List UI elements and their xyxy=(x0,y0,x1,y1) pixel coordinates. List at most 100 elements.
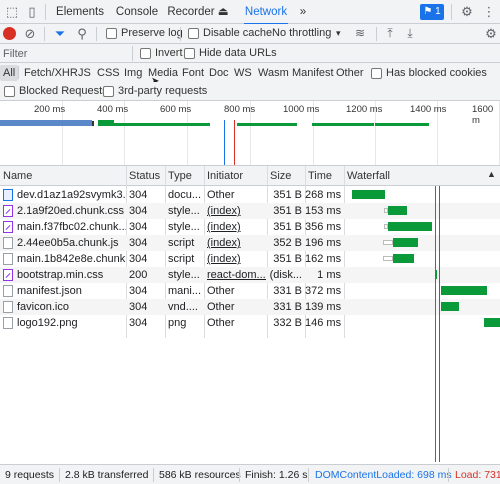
waterfall-bar[interactable] xyxy=(435,270,437,279)
type-font[interactable]: Font xyxy=(182,67,205,79)
cell-name[interactable]: 2.44ee0b5a.chunk.js xyxy=(17,237,119,249)
column-header-type[interactable]: Type xyxy=(168,170,192,182)
blocked-requests-checkbox[interactable] xyxy=(4,86,15,97)
cell-name[interactable]: bootstrap.min.css xyxy=(17,269,104,281)
table-row[interactable]: dev.d1az1a92svymk3.... 304 docu... Other 351… xyxy=(0,187,500,203)
cell-name[interactable]: logo192.png xyxy=(17,317,78,329)
record-icon[interactable] xyxy=(3,27,16,40)
cell-size: 331 B xyxy=(273,285,302,297)
cell-time: 139 ms xyxy=(305,301,342,313)
cell-time: 1 ms xyxy=(317,269,341,281)
type-img[interactable]: Img xyxy=(124,67,143,79)
column-header-status[interactable]: Status xyxy=(129,170,161,182)
column-header-name[interactable]: Name xyxy=(3,170,33,182)
type-fetch-xhr[interactable]: Fetch/XHR xyxy=(24,67,78,79)
import-har-icon[interactable]: ⤒ xyxy=(387,26,393,40)
cell-initiator[interactable]: react-dom.... xyxy=(207,269,266,281)
preserve-log-label: Preserve log xyxy=(121,27,183,39)
table-row[interactable]: logo192.png 304 png Other 332 B 146 ms xyxy=(0,315,500,331)
waterfall-bar[interactable] xyxy=(441,286,487,295)
table-row[interactable]: bootstrap.min.css 200 style... react-dom...… xyxy=(0,267,500,283)
type-other[interactable]: Other xyxy=(336,67,364,79)
type-js[interactable]: JS xyxy=(78,67,91,79)
type-ws[interactable]: WS xyxy=(234,67,252,79)
tab-elements[interactable]: Elements xyxy=(56,6,104,18)
clear-icon[interactable]: ⊘ xyxy=(24,26,36,41)
cell-name[interactable]: main.1b842e8e.chunk.js xyxy=(17,253,126,265)
table-row[interactable]: main.1b842e8e.chunk.js 304 script (index) 35… xyxy=(0,251,500,267)
mouse-cursor-icon: ➤ xyxy=(151,76,159,87)
overview-tick-label: 200 ms xyxy=(34,104,66,115)
network-status-bar: 9 requests 2.8 kB transferred 586 kB res… xyxy=(0,464,500,484)
type-css[interactable]: CSS xyxy=(97,67,120,79)
waterfall-bar[interactable] xyxy=(388,206,407,215)
cell-status: 304 xyxy=(129,253,148,265)
inspect-element-icon[interactable]: ⬚ xyxy=(5,4,19,19)
cell-name[interactable]: 2.1a9f20ed.chunk.css xyxy=(17,205,125,217)
waterfall-bar[interactable] xyxy=(484,318,500,327)
network-overview-timeline[interactable]: 200 ms 400 ms 600 ms 800 ms 1000 ms 1200… xyxy=(0,101,500,166)
waterfall-bar[interactable] xyxy=(393,238,418,247)
overview-bar xyxy=(0,120,92,126)
cell-name[interactable]: manifest.json xyxy=(17,285,82,297)
type-media[interactable]: Media xyxy=(148,67,178,79)
filter-input[interactable] xyxy=(0,45,130,62)
cell-time: 146 ms xyxy=(305,317,342,329)
invert-checkbox[interactable] xyxy=(140,48,151,59)
stylesheet-file-icon xyxy=(3,205,13,217)
column-header-size[interactable]: Size xyxy=(270,170,292,182)
more-tabs-button[interactable]: » xyxy=(299,6,307,18)
sort-ascending-icon[interactable]: ▲ xyxy=(487,169,496,179)
tab-recorder[interactable]: Recorder ⏏ xyxy=(167,6,229,18)
table-row[interactable]: 2.44ee0b5a.chunk.js 304 script (index) 352 B… xyxy=(0,235,500,251)
cell-time: 162 ms xyxy=(305,253,342,265)
waterfall-queue-bar xyxy=(384,224,388,229)
throttling-select[interactable]: No throttling xyxy=(272,27,332,39)
table-row[interactable]: main.f37fbc02.chunk.... 304 style... (index… xyxy=(0,219,500,235)
cell-name[interactable]: main.f37fbc02.chunk.... xyxy=(17,221,126,233)
type-wasm[interactable]: Wasm xyxy=(258,67,289,79)
cell-name[interactable]: favicon.ico xyxy=(17,301,69,313)
tab-network[interactable]: Network xyxy=(240,0,292,25)
type-all[interactable]: All xyxy=(0,65,19,81)
table-row[interactable]: 2.1a9f20ed.chunk.css 304 style... (index) 35… xyxy=(0,203,500,219)
tab-console[interactable]: Console xyxy=(115,6,159,18)
cell-initiator[interactable]: (index) xyxy=(207,205,241,217)
resources-size: 586 kB resources xyxy=(159,469,241,481)
has-blocked-cookies-checkbox[interactable] xyxy=(371,68,382,79)
type-manifest[interactable]: Manifest xyxy=(292,67,334,79)
cell-initiator[interactable]: (index) xyxy=(207,253,241,265)
cell-initiator[interactable]: (index) xyxy=(207,221,241,233)
table-row[interactable]: favicon.ico 304 vnd.... Other 331 B 139 ms xyxy=(0,299,500,315)
network-conditions-icon[interactable]: ≋ xyxy=(354,26,366,40)
chevron-down-icon[interactable]: ▾ xyxy=(336,28,341,38)
third-party-requests-checkbox[interactable] xyxy=(103,86,114,97)
type-doc[interactable]: Doc xyxy=(209,67,229,79)
cell-initiator[interactable]: (index) xyxy=(207,237,241,249)
more-options-icon[interactable]: ⋮ xyxy=(482,4,496,19)
cell-name[interactable]: dev.d1az1a92svymk3.... xyxy=(17,189,126,201)
column-header-initiator[interactable]: Initiator xyxy=(207,170,244,182)
waterfall-bar[interactable] xyxy=(388,222,432,231)
filter-funnel-icon[interactable]: ⏷ xyxy=(54,26,66,41)
disable-cache-checkbox[interactable] xyxy=(188,28,199,39)
issues-badge[interactable]: ⚑ 1 xyxy=(420,4,444,20)
waterfall-bar[interactable] xyxy=(393,254,414,263)
overview-tick-label: 600 ms xyxy=(160,104,192,115)
generic-file-icon xyxy=(3,301,13,313)
waterfall-bar[interactable] xyxy=(441,302,459,311)
export-har-icon[interactable]: ⤓ xyxy=(407,26,413,40)
device-toolbar-icon[interactable]: ▯ xyxy=(28,4,36,19)
waterfall-bar[interactable] xyxy=(352,190,385,199)
table-row[interactable]: manifest.json 304 mani... Other 331 B 372 ms xyxy=(0,283,500,299)
hide-data-urls-checkbox[interactable] xyxy=(184,48,195,59)
column-header-time[interactable]: Time xyxy=(308,170,333,182)
cell-status: 304 xyxy=(129,301,148,313)
preserve-log-checkbox[interactable] xyxy=(106,28,117,39)
column-header-waterfall[interactable]: Waterfall xyxy=(347,170,390,182)
network-settings-gear-icon[interactable]: ⚙ xyxy=(485,26,497,41)
search-icon[interactable]: ⚲ xyxy=(77,26,87,41)
settings-gear-icon[interactable]: ⚙ xyxy=(461,4,473,19)
overview-bar xyxy=(375,123,429,126)
cell-type: script xyxy=(168,253,195,265)
